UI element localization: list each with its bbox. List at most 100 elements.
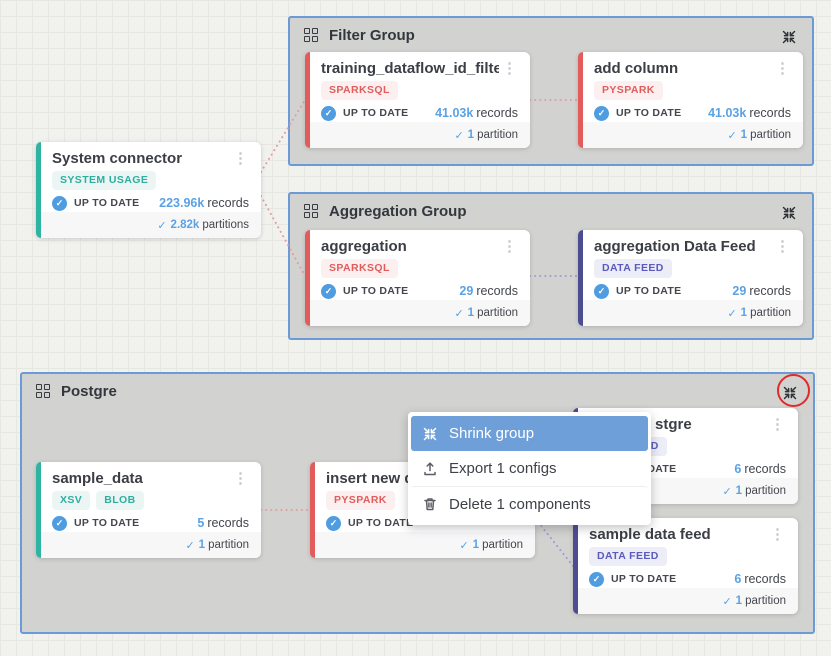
kebab-menu-icon[interactable]: ⋮	[502, 238, 517, 255]
kebab-menu-icon[interactable]: ⋮	[770, 526, 785, 543]
records-count: 223.96k records	[159, 196, 249, 211]
card-title: stgre	[655, 416, 692, 433]
records-count: 6 records	[734, 462, 786, 477]
group-icon	[304, 28, 319, 43]
card-accent	[578, 230, 583, 326]
group-header: Filter Group	[290, 18, 812, 53]
kebab-menu-icon[interactable]: ⋮	[233, 150, 248, 167]
menu-item-export-1-configs[interactable]: Export 1 configs	[411, 451, 648, 486]
tag: DATA FEED	[594, 259, 672, 278]
card-title: training_dataflow_id_filte...	[321, 60, 499, 77]
kebab-menu-icon[interactable]: ⋮	[775, 238, 790, 255]
card-title: insert new data	[326, 470, 436, 487]
records-count: 6 records	[734, 572, 786, 587]
records-count: 5 records	[197, 516, 249, 531]
sample-data[interactable]: sample_data ⋮ XSV BLOB ✓ UP TO DATE 5 records ✓ 1…	[36, 462, 261, 558]
group-icon	[36, 384, 51, 399]
aggregation-data-feed[interactable]: aggregation Data Feed ⋮ DATA FEED ✓ UP TO DA…	[578, 230, 803, 326]
partition-check-icon: ✓	[459, 539, 469, 552]
menu-item-shrink-group[interactable]: Shrink group	[411, 416, 648, 451]
card-title: sample_data	[52, 470, 143, 487]
trash-icon	[422, 496, 438, 512]
partition-check-icon: ✓	[454, 129, 464, 142]
records-count: 41.03k records	[435, 106, 518, 121]
group-label: Aggregation Group	[329, 203, 467, 220]
partition-check-icon: ✓	[727, 129, 737, 142]
card-title: add column	[594, 60, 679, 77]
partition-footer: ✓ 2.82k partitions	[36, 212, 261, 238]
add-column[interactable]: add column ⋮ PYSPARK ✓ UP TO DATE 41.03k recor…	[578, 52, 803, 148]
shrink-group-icon[interactable]	[780, 28, 798, 46]
card-title: aggregation	[321, 238, 407, 255]
records-count: 41.03k records	[708, 106, 791, 121]
card-title: aggregation Data Feed	[594, 238, 756, 255]
card-title: sample data feed	[589, 526, 711, 543]
partition-footer: ✓ 1 partition	[36, 532, 261, 558]
partition-check-icon: ✓	[454, 307, 464, 320]
card-title: System connector	[52, 150, 183, 167]
partition-footer: ✓ 1 partition	[310, 532, 535, 558]
status-check-icon: ✓	[52, 515, 67, 531]
status-text: UP TO DATE	[348, 517, 414, 530]
group-label: Filter Group	[329, 27, 415, 44]
status-check-icon: ✓	[321, 105, 336, 121]
card-accent	[36, 142, 41, 238]
sample-data-feed[interactable]: sample data feed ⋮ DATA FEED ✓ UP TO DATE 6 re…	[573, 518, 798, 614]
partition-footer: ✓ 1 partition	[578, 122, 803, 148]
group-header: Postgre	[22, 374, 813, 409]
card-accent	[310, 462, 315, 558]
partition-footer: ✓ 1 partition	[305, 122, 530, 148]
card-accent	[305, 52, 310, 148]
kebab-menu-icon[interactable]: ⋮	[770, 416, 785, 433]
export-icon	[422, 461, 438, 477]
partition-footer: ✓ 1 partition	[573, 588, 798, 614]
kebab-menu-icon[interactable]: ⋮	[502, 60, 517, 77]
tag: XSV	[52, 491, 91, 510]
partition-footer: ✓ 1 partition	[305, 300, 530, 326]
menu-item-label: Delete 1 components	[449, 495, 591, 513]
partition-check-icon: ✓	[722, 595, 732, 608]
partition-check-icon: ✓	[727, 307, 737, 320]
status-check-icon: ✓	[594, 283, 609, 299]
status-text: UP TO DATE	[74, 517, 140, 530]
group-label: Postgre	[61, 383, 117, 400]
card-accent	[573, 518, 578, 614]
aggregation[interactable]: aggregation ⋮ SPARKSQL ✓ UP TO DATE 29 records…	[305, 230, 530, 326]
status-check-icon: ✓	[52, 195, 67, 211]
menu-item-delete-1-components[interactable]: Delete 1 components	[411, 486, 648, 521]
tag: SPARKSQL	[321, 81, 398, 100]
status-text: UP TO DATE	[343, 107, 409, 120]
partition-check-icon: ✓	[185, 539, 195, 552]
kebab-menu-icon[interactable]: ⋮	[775, 60, 790, 77]
kebab-menu-icon[interactable]: ⋮	[233, 470, 248, 487]
shrink-group-icon[interactable]	[780, 204, 798, 222]
partition-check-icon: ✓	[157, 219, 167, 232]
card-accent	[305, 230, 310, 326]
system-connector[interactable]: System connector ⋮ SYSTEM USAGE ✓ UP TO DATE…	[36, 142, 261, 238]
status-check-icon: ✓	[321, 283, 336, 299]
group-icon	[304, 204, 319, 219]
group-header: Aggregation Group	[290, 194, 812, 229]
card-accent	[36, 462, 41, 558]
status-check-icon: ✓	[589, 571, 604, 587]
shrink-icon	[422, 426, 438, 442]
status-text: UP TO DATE	[616, 285, 682, 298]
training-dataflow[interactable]: training_dataflow_id_filte... ⋮ SPARKSQL ✓ U…	[305, 52, 530, 148]
status-text: UP TO DATE	[343, 285, 409, 298]
tag: BLOB	[96, 491, 144, 510]
tag: PYSPARK	[326, 491, 395, 510]
partition-footer: ✓ 1 partition	[578, 300, 803, 326]
context-menu: Shrink group Export 1 configs Delete 1 com…	[408, 412, 651, 525]
records-count: 29 records	[459, 284, 518, 299]
menu-item-label: Export 1 configs	[449, 460, 557, 477]
status-text: UP TO DATE	[74, 197, 140, 210]
card-accent	[578, 52, 583, 148]
status-check-icon: ✓	[594, 105, 609, 121]
tag: DATA FEED	[589, 547, 667, 566]
tag: PYSPARK	[594, 81, 663, 100]
partition-check-icon: ✓	[722, 485, 732, 498]
records-count: 29 records	[732, 284, 791, 299]
tag: SPARKSQL	[321, 259, 398, 278]
tag: SYSTEM USAGE	[52, 171, 157, 190]
